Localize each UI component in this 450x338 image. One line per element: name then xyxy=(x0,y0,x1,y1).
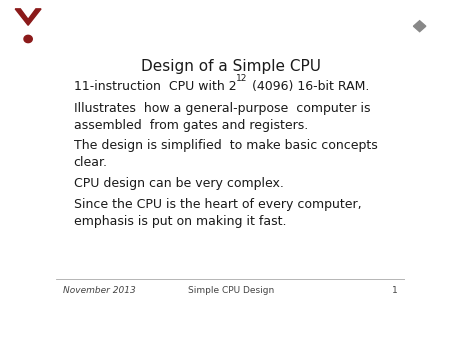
Polygon shape xyxy=(37,30,42,33)
Text: 1: 1 xyxy=(392,286,398,295)
Polygon shape xyxy=(14,30,19,33)
Polygon shape xyxy=(40,39,45,40)
Polygon shape xyxy=(398,7,422,35)
Polygon shape xyxy=(414,21,426,32)
Polygon shape xyxy=(15,9,41,25)
Polygon shape xyxy=(32,25,34,29)
Text: Illustrates  how a general-purpose  computer is: Illustrates how a general-purpose comput… xyxy=(74,102,370,115)
Polygon shape xyxy=(14,45,19,48)
Polygon shape xyxy=(17,29,40,49)
Text: CPU design can be very complex.: CPU design can be very complex. xyxy=(74,177,284,190)
Polygon shape xyxy=(22,48,25,53)
Polygon shape xyxy=(32,48,34,53)
Text: (4096) 16-bit RAM.: (4096) 16-bit RAM. xyxy=(248,80,369,93)
Polygon shape xyxy=(37,45,42,48)
Polygon shape xyxy=(417,17,441,45)
Text: Design of a Simple CPU: Design of a Simple CPU xyxy=(140,59,320,74)
Text: assembled  from gates and registers.: assembled from gates and registers. xyxy=(74,119,308,131)
Polygon shape xyxy=(417,7,441,35)
Text: emphasis is put on making it fast.: emphasis is put on making it fast. xyxy=(74,215,286,228)
Text: 11-instruction  CPU with 2: 11-instruction CPU with 2 xyxy=(74,80,236,93)
Polygon shape xyxy=(398,17,422,45)
Text: November 2013: November 2013 xyxy=(63,286,136,295)
Text: 12: 12 xyxy=(236,74,248,83)
Text: Since the CPU is the heart of every computer,: Since the CPU is the heart of every comp… xyxy=(74,198,361,211)
Text: clear.: clear. xyxy=(74,156,108,169)
Text: The design is simplified  to make basic concepts: The design is simplified to make basic c… xyxy=(74,140,378,152)
Polygon shape xyxy=(24,35,32,43)
Polygon shape xyxy=(9,8,48,30)
Polygon shape xyxy=(12,39,17,40)
Polygon shape xyxy=(22,25,25,29)
Text: Simple CPU Design: Simple CPU Design xyxy=(188,286,274,295)
